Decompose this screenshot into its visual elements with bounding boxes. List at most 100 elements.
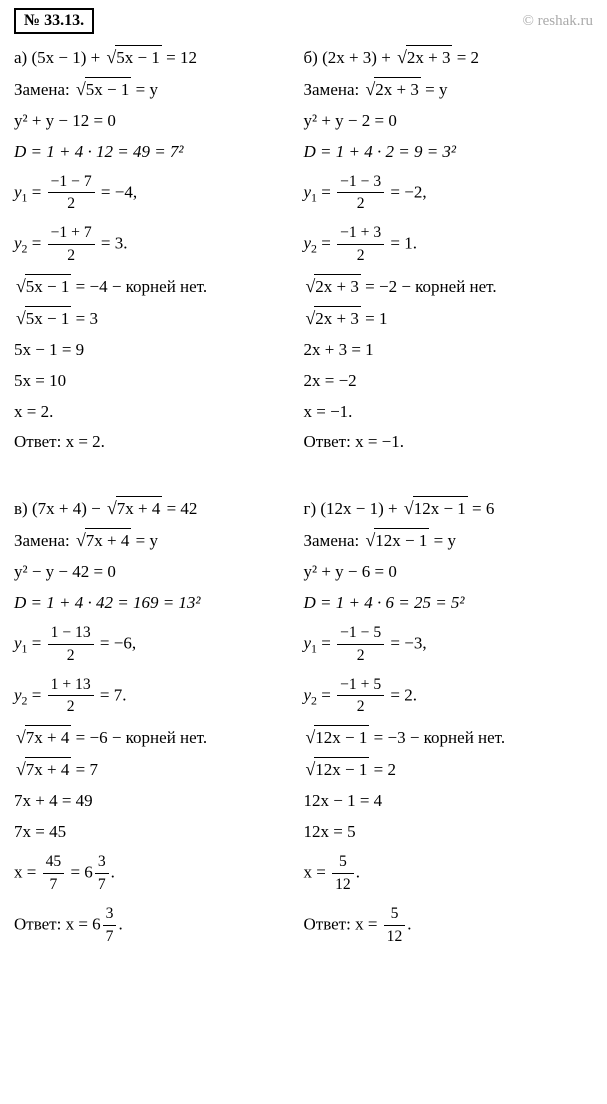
a-solve-rad: 5x − 1 (25, 306, 72, 331)
b-y1-num: −1 − 3 (337, 171, 384, 194)
b-y2-num: −1 + 3 (337, 222, 384, 245)
a-step1: 5x − 1 = 9 (14, 338, 296, 362)
g-s3-den: 12 (332, 874, 354, 896)
fraction: 512 (384, 903, 406, 948)
a-noroot-rad: 5x − 1 (25, 274, 72, 299)
b-step2: 2x = −2 (304, 369, 586, 393)
sqrt-icon: 2x + 3 (363, 77, 420, 102)
v-rad: 7x + 4 (116, 496, 163, 521)
g-label: г) (304, 499, 317, 518)
v-step1: 7x + 4 = 49 (14, 789, 296, 813)
fraction: 512 (332, 851, 354, 896)
g-y2-num: −1 + 5 (337, 674, 384, 697)
a-label: а) (14, 48, 27, 67)
fraction: −1 + 52 (337, 674, 384, 719)
a-y2-num: −1 + 7 (48, 222, 95, 245)
v-answer-end: . (118, 914, 122, 933)
g-s3-end: . (356, 862, 360, 881)
b-eq-end: = 2 (452, 48, 479, 67)
v-step3: x = 457 = 637. (14, 851, 296, 896)
g-s3-num: 5 (332, 851, 354, 874)
sqrt-icon: 12x − 1 (304, 725, 370, 750)
v-discriminant: D = 1 + 4 · 42 = 169 = 13² (14, 591, 296, 615)
v-y1: y1 = 1 − 132 = −6, (14, 622, 296, 667)
g-y1-den: 2 (337, 645, 384, 667)
g-y1-val: = −3, (386, 633, 426, 652)
a-sub-label: Замена: (14, 80, 74, 99)
b-step3: x = −1. (304, 400, 586, 424)
sqrt-icon: 7x + 4 (14, 757, 71, 782)
g-step1: 12x − 1 = 4 (304, 789, 586, 813)
v-s3-mden: 7 (95, 874, 109, 896)
v-step2: 7x = 45 (14, 820, 296, 844)
sqrt-icon: 5x − 1 (14, 306, 71, 331)
v-eq-end: = 42 (162, 499, 197, 518)
g-solve-eq: = 2 (369, 760, 396, 779)
problem-number: № 33.13. (14, 8, 94, 34)
v-noroot: 7x + 4 = −6 − корней нет. (14, 725, 296, 750)
v-y1-num: 1 − 13 (48, 622, 94, 645)
a-equation: а) (5x − 1) + 5x − 1 = 12 (14, 45, 296, 70)
sqrt-icon: 2x + 3 (395, 45, 452, 70)
b-y2-val: = 1. (386, 234, 417, 253)
v-answer: Ответ: x = 637. (14, 903, 296, 948)
g-step3: x = 512. (304, 851, 586, 896)
a-quadratic: y² + y − 12 = 0 (14, 109, 296, 133)
sqrt-icon: 2x + 3 (304, 274, 361, 299)
a-noroot: 5x − 1 = −4 − корней нет. (14, 274, 296, 299)
fraction: −1 − 52 (337, 622, 384, 667)
v-equation: в) (7x + 4) − 7x + 4 = 42 (14, 496, 296, 521)
v-label: в) (14, 499, 28, 518)
fraction: 37 (103, 903, 117, 948)
b-equation: б) (2x + 3) + 2x + 3 = 2 (304, 45, 586, 70)
b-noroot: 2x + 3 = −2 − корней нет. (304, 274, 586, 299)
v-s3-mid: = 6 (66, 862, 93, 881)
g-discriminant: D = 1 + 4 · 6 = 25 = 5² (304, 591, 586, 615)
g-y1: y1 = −1 − 52 = −3, (304, 622, 586, 667)
b-discriminant: D = 1 + 4 · 2 = 9 = 3² (304, 140, 586, 164)
b-solve-eq: = 1 (361, 309, 388, 328)
a-eq-text: (5x − 1) + (31, 48, 104, 67)
g-s3-pre: x = (304, 862, 331, 881)
v-y2-den: 2 (48, 696, 94, 718)
v-solve-rad: 7x + 4 (25, 757, 72, 782)
sqrt-icon: 5x − 1 (14, 274, 71, 299)
g-quadratic: y² + y − 6 = 0 (304, 560, 586, 584)
right-column: б) (2x + 3) + 2x + 3 = 2 Замена: 2x + 3 … (304, 38, 594, 954)
v-quadratic: y² − y − 42 = 0 (14, 560, 296, 584)
v-solve: 7x + 4 = 7 (14, 757, 296, 782)
b-step1: 2x + 3 = 1 (304, 338, 586, 362)
g-noroot: 12x − 1 = −3 − корней нет. (304, 725, 586, 750)
a-step3: x = 2. (14, 400, 296, 424)
b-noroot-rad: 2x + 3 (314, 274, 361, 299)
content: а) (5x − 1) + 5x − 1 = 12 Замена: 5x − 1… (0, 38, 607, 968)
sqrt-icon: 12x − 1 (363, 528, 429, 553)
g-solve: 12x − 1 = 2 (304, 757, 586, 782)
g-answer-den: 12 (384, 926, 406, 948)
b-y1: y1 = −1 − 32 = −2, (304, 171, 586, 216)
a-step2: 5x = 10 (14, 369, 296, 393)
a-substitution: Замена: 5x − 1 = y (14, 77, 296, 102)
fraction: 1 − 132 (48, 622, 94, 667)
a-y2: y2 = −1 + 72 = 3. (14, 222, 296, 267)
sqrt-icon: 2x + 3 (304, 306, 361, 331)
v-s3-mnum: 3 (95, 851, 109, 874)
b-quadratic: y² + y − 2 = 0 (304, 109, 586, 133)
g-solve-rad: 12x − 1 (314, 757, 369, 782)
a-y1-num: −1 − 7 (48, 171, 95, 194)
fraction: 457 (43, 851, 65, 896)
a-solve: 5x − 1 = 3 (14, 306, 296, 331)
g-sub-end: = y (429, 531, 456, 550)
a-answer: Ответ: x = 2. (14, 430, 296, 454)
b-sub-label: Замена: (304, 80, 364, 99)
v-sub-end: = y (131, 531, 158, 550)
g-sub-label: Замена: (304, 531, 364, 550)
a-D-text: D = 1 + 4 · 12 = 49 = 7² (14, 142, 184, 161)
v-answer-mden: 7 (103, 926, 117, 948)
sqrt-icon: 5x − 1 (104, 45, 161, 70)
b-y2: y2 = −1 + 32 = 1. (304, 222, 586, 267)
v-sub-label: Замена: (14, 531, 74, 550)
v-D-text: D = 1 + 4 · 42 = 169 = 13² (14, 593, 201, 612)
b-y1-val: = −2, (386, 182, 426, 201)
v-sub-rad: 7x + 4 (85, 528, 132, 553)
